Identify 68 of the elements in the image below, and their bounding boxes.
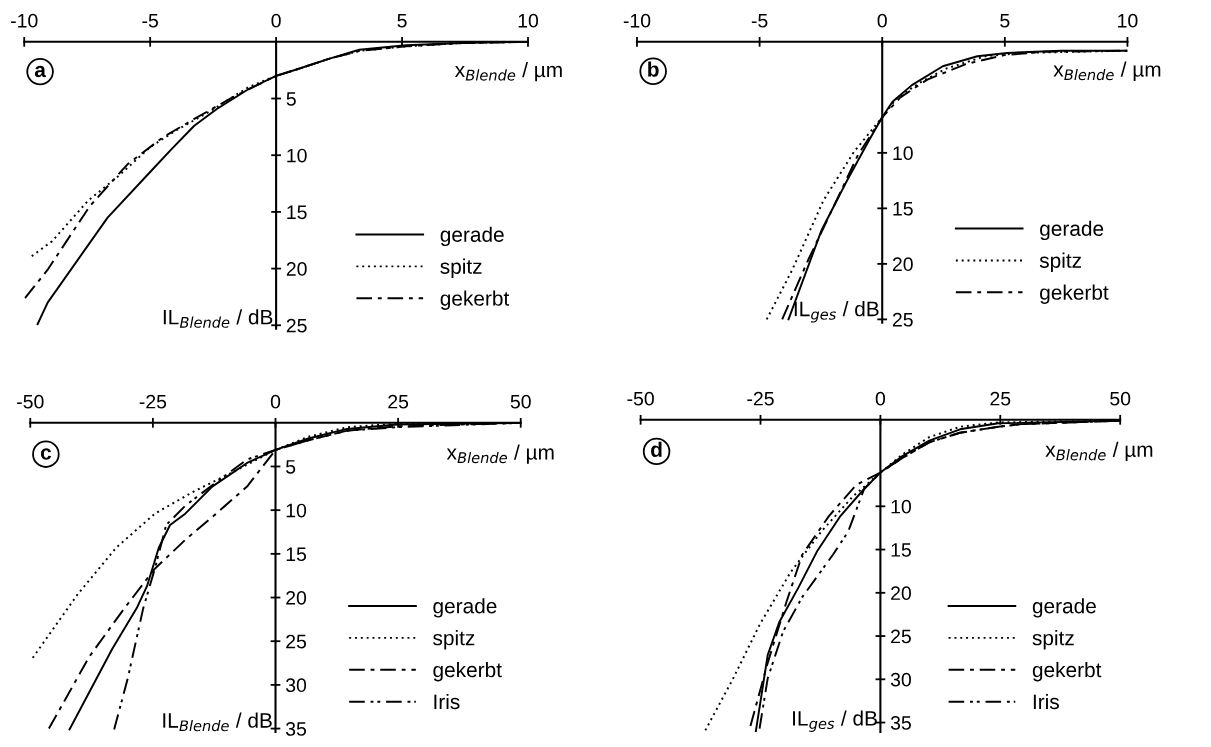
legend-label: gerade (440, 226, 504, 247)
y-tick-label: 5 (286, 460, 296, 474)
text: b (648, 61, 659, 77)
legend-label: gekerbt (433, 661, 502, 682)
x-axis-title: x$_{Blende}$ / µm (454, 61, 562, 82)
x-tick-label: -50 (17, 394, 44, 409)
y-tick-label: 35 (285, 722, 307, 736)
y-tick-label: 15 (891, 543, 911, 557)
y-tick-label: 20 (286, 590, 307, 605)
legend-label: spitz (440, 258, 482, 279)
y-tick-label: 25 (286, 318, 307, 333)
x-tick-label: -10 (11, 13, 38, 28)
x-axis-title: x$_{Blende}$ / µm (1053, 61, 1161, 81)
y-tick-label: 20 (891, 586, 911, 601)
x-tick-label: 5 (1000, 14, 1010, 28)
y-tick-label: 10 (287, 148, 307, 163)
legend-label: gekerbt (1032, 661, 1102, 682)
y-tick-label: 25 (286, 634, 307, 649)
y-axis-title: IL$_{Blende}$ / dB (163, 712, 272, 732)
legend-label: Iris (434, 693, 460, 710)
legend-label: gekerbt (1040, 284, 1109, 304)
y-tick-label: 15 (287, 205, 307, 220)
y-tick-label: 20 (892, 257, 913, 272)
x-tick-label: 25 (990, 391, 1011, 406)
x-tick-label: 25 (388, 394, 409, 409)
legend-label: spitz (1039, 252, 1082, 273)
y-axis-title: IL$_{ges}$ / dB (793, 710, 877, 732)
x-tick-label: -25 (139, 394, 167, 409)
y-tick-label: 20 (286, 262, 307, 276)
y-tick-label: 10 (891, 499, 911, 514)
legend-label: Iris (1033, 693, 1059, 710)
text: a (34, 65, 47, 78)
y-axis-title: IL$_{Blende}$ / dB (163, 309, 273, 328)
x-tick-label: 50 (1110, 391, 1131, 406)
x-tick-label: -25 (747, 391, 774, 406)
x-tick-label: 0 (270, 394, 281, 409)
y-tick-label: 5 (286, 92, 296, 106)
x-axis-title: x$_{Blende}$ / µm (446, 444, 554, 464)
legend-label: gekerbt (440, 290, 510, 310)
x-tick-label: -10 (623, 13, 651, 28)
x-tick-label: -5 (751, 14, 768, 28)
y-tick-label: 10 (893, 146, 913, 161)
x-tick-label: 0 (875, 391, 886, 406)
x-tick-label: 0 (877, 13, 887, 28)
x-tick-label: 10 (518, 13, 539, 28)
x-tick-label: 0 (271, 13, 281, 28)
y-tick-label: 30 (890, 672, 911, 687)
y-tick-label: 35 (890, 716, 911, 730)
legend-label: spitz (433, 630, 475, 650)
x-tick-label: 50 (510, 394, 531, 409)
y-tick-label: 15 (893, 202, 913, 216)
y-tick-label: 25 (892, 312, 913, 327)
x-tick-label: -5 (142, 14, 158, 28)
x-tick-label: 10 (1118, 13, 1138, 28)
legend-label: gerade (1032, 598, 1096, 618)
text: c (40, 448, 52, 460)
y-axis-title: IL$_{ges}$ / dB (794, 301, 879, 323)
x-tick-label: -50 (627, 391, 654, 406)
y-tick-label: 15 (286, 547, 307, 562)
legend-label: spitz (1032, 630, 1074, 650)
legend-label: gerade (1040, 220, 1104, 241)
x-tick-label: 5 (397, 14, 407, 28)
y-tick-label: 25 (891, 629, 911, 644)
text: d (651, 441, 662, 457)
y-tick-label: 10 (286, 503, 307, 518)
y-tick-label: 30 (285, 678, 307, 693)
legend-label: gerade (433, 598, 497, 618)
x-axis-title: x$_{Blende}$ / µm (1045, 441, 1153, 462)
